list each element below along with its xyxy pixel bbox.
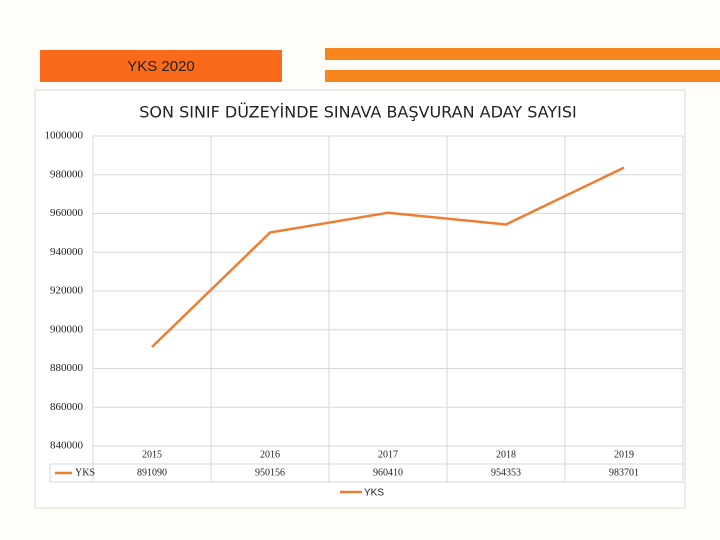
legend-label: YKS [364,488,384,499]
table-value: 983701 [609,467,639,478]
y-tick-label: 900000 [50,323,84,335]
table-row-header: YKS [75,467,95,478]
y-tick-label: 940000 [50,246,84,258]
chart-area [34,89,686,509]
y-tick-label: 980000 [50,168,84,180]
y-tick-label: 920000 [50,285,84,297]
y-tick-label: 860000 [50,401,84,413]
decor-bar [325,48,720,60]
table-value: 954353 [491,467,521,478]
table-value: 960410 [373,467,403,478]
line [151,166,625,348]
y-tick-label: 960000 [50,207,84,219]
chart-title: SON SINIF DÜZEYİNDE SINAVA BAŞVURAN ADAY… [139,103,576,122]
y-tick-label: 1000000 [45,130,84,142]
x-tick-label: 2018 [496,449,516,460]
table-value: 891090 [137,467,167,478]
x-tick-label: 2016 [260,449,280,460]
decor-bar [325,70,720,82]
y-tick-label: 840000 [50,440,84,452]
header-box [40,50,282,82]
x-tick-label: 2017 [378,449,398,460]
x-tick-label: 2019 [614,449,634,460]
x-tick-label: 2015 [142,449,162,460]
header-title: YKS 2020 [127,58,195,75]
y-tick-label: 880000 [50,362,84,374]
table-value: 950156 [255,467,285,478]
